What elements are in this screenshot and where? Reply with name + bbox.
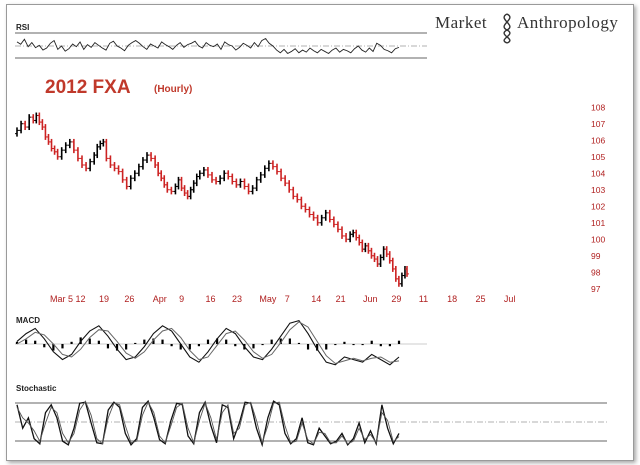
price-panel bbox=[15, 112, 409, 287]
price-tick-label: 101 bbox=[591, 218, 605, 228]
macd-label: MACD bbox=[16, 316, 40, 325]
date-tick-label: May bbox=[259, 294, 277, 304]
price-tick-label: 107 bbox=[591, 119, 605, 129]
price-tick-label: 106 bbox=[591, 135, 605, 145]
price-tick-label: 100 bbox=[591, 234, 605, 244]
price-tick-label: 97 bbox=[591, 284, 601, 294]
date-tick-label: 9 bbox=[179, 294, 184, 304]
date-tick-label: 11 bbox=[419, 294, 428, 304]
date-tick-label: 21 bbox=[336, 294, 346, 304]
stochastic-k-line bbox=[16, 399, 400, 448]
date-tick-label: 18 bbox=[447, 294, 457, 304]
date-tick-label: Jun bbox=[363, 294, 378, 304]
rsi-label: RSI bbox=[16, 23, 29, 32]
date-tick-label: 29 bbox=[391, 294, 401, 304]
chart-subtitle: (Hourly) bbox=[154, 84, 192, 95]
date-tick-label: Apr bbox=[153, 294, 167, 304]
date-tick-label: 26 bbox=[124, 294, 134, 304]
stochastic-d-line bbox=[16, 400, 400, 445]
chart-title: 2012 FXA bbox=[45, 77, 131, 98]
date-tick-label: 14 bbox=[311, 294, 321, 304]
chart-frame: RSI Market Anthropology 2012 FXA (Hourly… bbox=[6, 4, 634, 461]
date-tick-label: 7 bbox=[285, 294, 290, 304]
date-tick-label: Mar 5 bbox=[50, 294, 73, 304]
price-tick-label: 108 bbox=[591, 102, 605, 112]
price-tick-label: 104 bbox=[591, 168, 605, 178]
stochastic-panel: Stochastic bbox=[15, 384, 607, 448]
stochastic-label: Stochastic bbox=[16, 384, 57, 393]
date-tick-label: 19 bbox=[99, 294, 109, 304]
date-axis: Mar 5 12 19 26 Apr 9 16 23 May 7 14 21 Jun 29 11 18 25 Ju… bbox=[50, 294, 515, 304]
price-tick-label: 103 bbox=[591, 185, 605, 195]
price-axis: 97 98 99 100 101 102 103 104 105 106 107 108 bbox=[591, 102, 605, 294]
brand-logo: Market Anthropology bbox=[435, 13, 618, 44]
price-tick-label: 105 bbox=[591, 152, 605, 162]
brand-text-left: Market bbox=[435, 13, 487, 32]
date-tick-label: 23 bbox=[232, 294, 242, 304]
dna-helix-icon bbox=[503, 13, 511, 44]
date-tick-label: 16 bbox=[206, 294, 216, 304]
chart-canvas: RSI Market Anthropology 2012 FXA (Hourly… bbox=[15, 13, 618, 448]
date-tick-label: Jul bbox=[504, 294, 516, 304]
macd-line bbox=[16, 319, 400, 366]
price-tick-label: 102 bbox=[591, 201, 605, 211]
rsi-line bbox=[16, 37, 400, 55]
price-tick-label: 99 bbox=[591, 251, 601, 261]
price-tick-label: 98 bbox=[591, 267, 601, 277]
date-tick-label: 12 bbox=[75, 294, 85, 304]
macd-signal-line bbox=[16, 321, 400, 365]
brand-text-right: Anthropology bbox=[517, 13, 618, 32]
macd-panel: MACD bbox=[15, 316, 427, 366]
rsi-panel: RSI bbox=[15, 23, 427, 59]
date-tick-label: 25 bbox=[476, 294, 486, 304]
